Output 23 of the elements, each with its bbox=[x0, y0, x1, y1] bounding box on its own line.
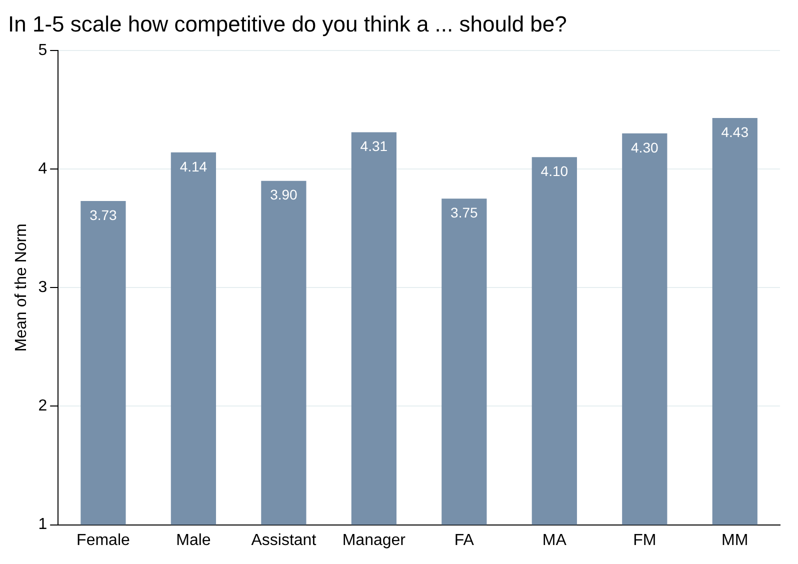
y-tick-label: 2 bbox=[38, 398, 48, 415]
x-tick-label: FM bbox=[633, 532, 656, 549]
x-tick-label: FA bbox=[454, 532, 474, 549]
y-axis-title: Mean of the Norm bbox=[13, 224, 30, 352]
chart-title: In 1-5 scale how competitive do you think a ... should be? bbox=[8, 11, 567, 36]
y-tick-label: 4 bbox=[38, 160, 48, 178]
data-label: 4.10 bbox=[540, 163, 568, 179]
x-tick-label: Female bbox=[76, 532, 130, 549]
data-label: 3.90 bbox=[270, 186, 298, 203]
y-tick-label: 5 bbox=[38, 42, 48, 59]
data-label: 3.75 bbox=[450, 204, 478, 221]
data-label: 4.14 bbox=[180, 158, 208, 174]
y-tick-label: 3 bbox=[38, 279, 48, 296]
x-tick-label: Manager bbox=[342, 532, 406, 549]
data-label: 4.31 bbox=[360, 138, 388, 154]
y-tick-label: 1 bbox=[38, 516, 48, 534]
x-tick-label: Assistant bbox=[251, 532, 317, 549]
data-label: 3.73 bbox=[90, 206, 118, 223]
x-tick-label: Male bbox=[176, 532, 211, 549]
data-label: 4.43 bbox=[721, 124, 749, 140]
x-tick-label: MM bbox=[722, 532, 748, 549]
data-label: 4.30 bbox=[631, 139, 658, 156]
x-tick-label: MA bbox=[542, 532, 567, 549]
